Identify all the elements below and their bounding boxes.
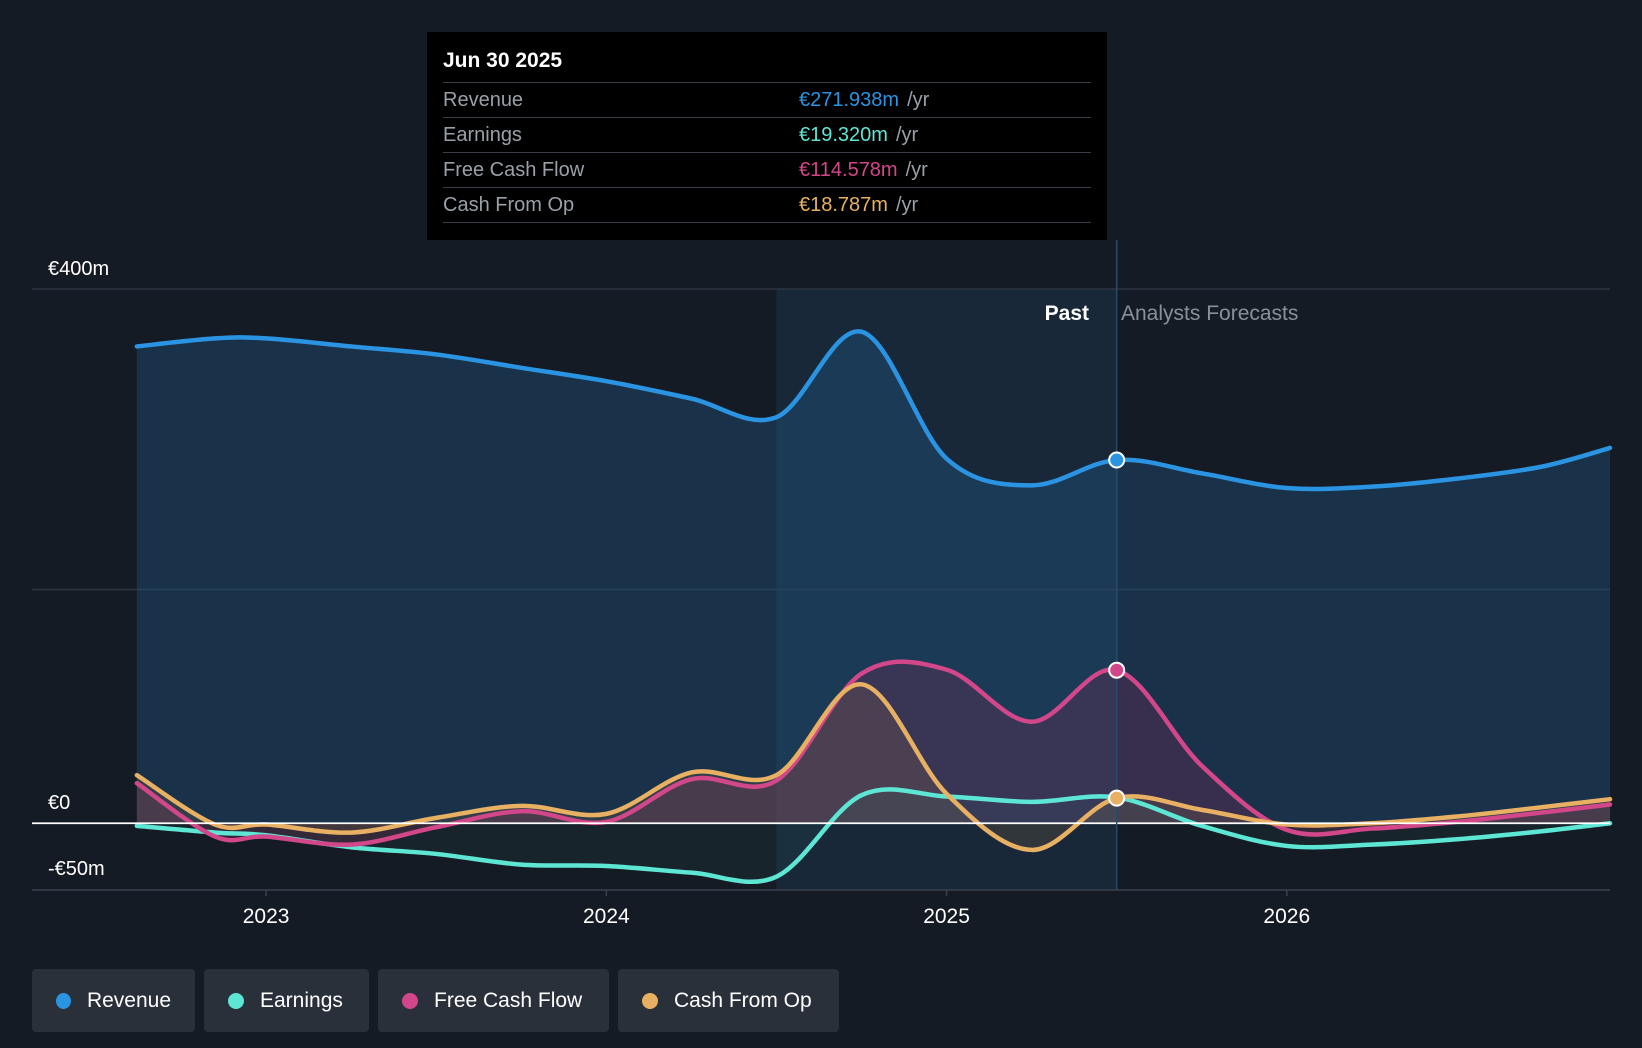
tooltip-value: €18.787m (799, 193, 888, 216)
series-line-earnings (134, 787, 1613, 885)
tooltip: Jun 30 2025 Revenue €271.938m /yr Earnin… (427, 32, 1107, 240)
legend-item-revenue[interactable]: Revenue (32, 969, 195, 1032)
area-revenue (136, 331, 1611, 824)
x-tick-label: 2024 (583, 905, 630, 928)
legend-label: Revenue (86, 988, 171, 1012)
tooltip-label: Revenue (443, 88, 524, 111)
y-tick-label: -€50m (48, 858, 105, 880)
tooltip-date: Jun 30 2025 (443, 49, 563, 72)
legend-item-cash-from-op[interactable]: Cash From Op (618, 969, 839, 1032)
x-tick-label: 2026 (1263, 905, 1310, 928)
area-free-cash-flow (136, 661, 1611, 845)
marker-revenue (1108, 451, 1126, 469)
y-tick-label: €400m (48, 258, 109, 280)
tooltip-label: Earnings (443, 123, 522, 146)
tooltip-value: €271.938m (799, 88, 900, 111)
marker-free-cash-flow (1108, 661, 1126, 679)
tooltip-label: Free Cash Flow (443, 158, 585, 181)
legend-dot-icon (642, 992, 658, 1009)
marker-cash-from-op (1108, 789, 1126, 807)
area-earnings (136, 789, 1611, 882)
tooltip-row-revenue: Revenue €271.938m /yr (443, 82, 1091, 117)
tooltip-row-earnings: Earnings €19.320m /yr (443, 117, 1091, 152)
legend-item-free-cash-flow[interactable]: Free Cash Flow (378, 969, 609, 1032)
tooltip-unit: /yr (895, 193, 919, 216)
tooltip-row-free-cash-flow: Free Cash Flow €114.578m /yr (443, 152, 1091, 187)
past-label: Past (1045, 302, 1089, 325)
legend-label: Cash From Op (674, 988, 812, 1012)
tooltip-unit: /yr (907, 88, 930, 111)
tooltip-unit: /yr (905, 158, 928, 181)
x-tick-label: 2023 (243, 905, 290, 928)
tooltip-unit: /yr (895, 123, 919, 146)
legend-label: Earnings (260, 988, 343, 1012)
legend-dot-icon (402, 992, 418, 1009)
y-tick-label: €0 (48, 792, 70, 814)
forecast-label: Analysts Forecasts (1121, 302, 1298, 325)
tooltip-row-cash-from-op: Cash From Op €18.787m /yr (443, 187, 1091, 223)
tooltip-value: €19.320m (799, 123, 888, 146)
legend: Revenue Earnings Free Cash Flow Cash Fro… (32, 969, 839, 1032)
tooltip-label: Cash From Op (443, 193, 575, 216)
legend-item-earnings[interactable]: Earnings (204, 969, 369, 1032)
series-line-free-cash-flow (134, 659, 1613, 848)
series-line-revenue (134, 329, 1613, 492)
legend-dot-icon (228, 992, 244, 1009)
x-tick-label: 2025 (923, 905, 970, 928)
legend-dot-icon (56, 992, 71, 1009)
legend-label: Free Cash Flow (434, 988, 583, 1012)
tooltip-value: €114.578m (799, 158, 898, 181)
